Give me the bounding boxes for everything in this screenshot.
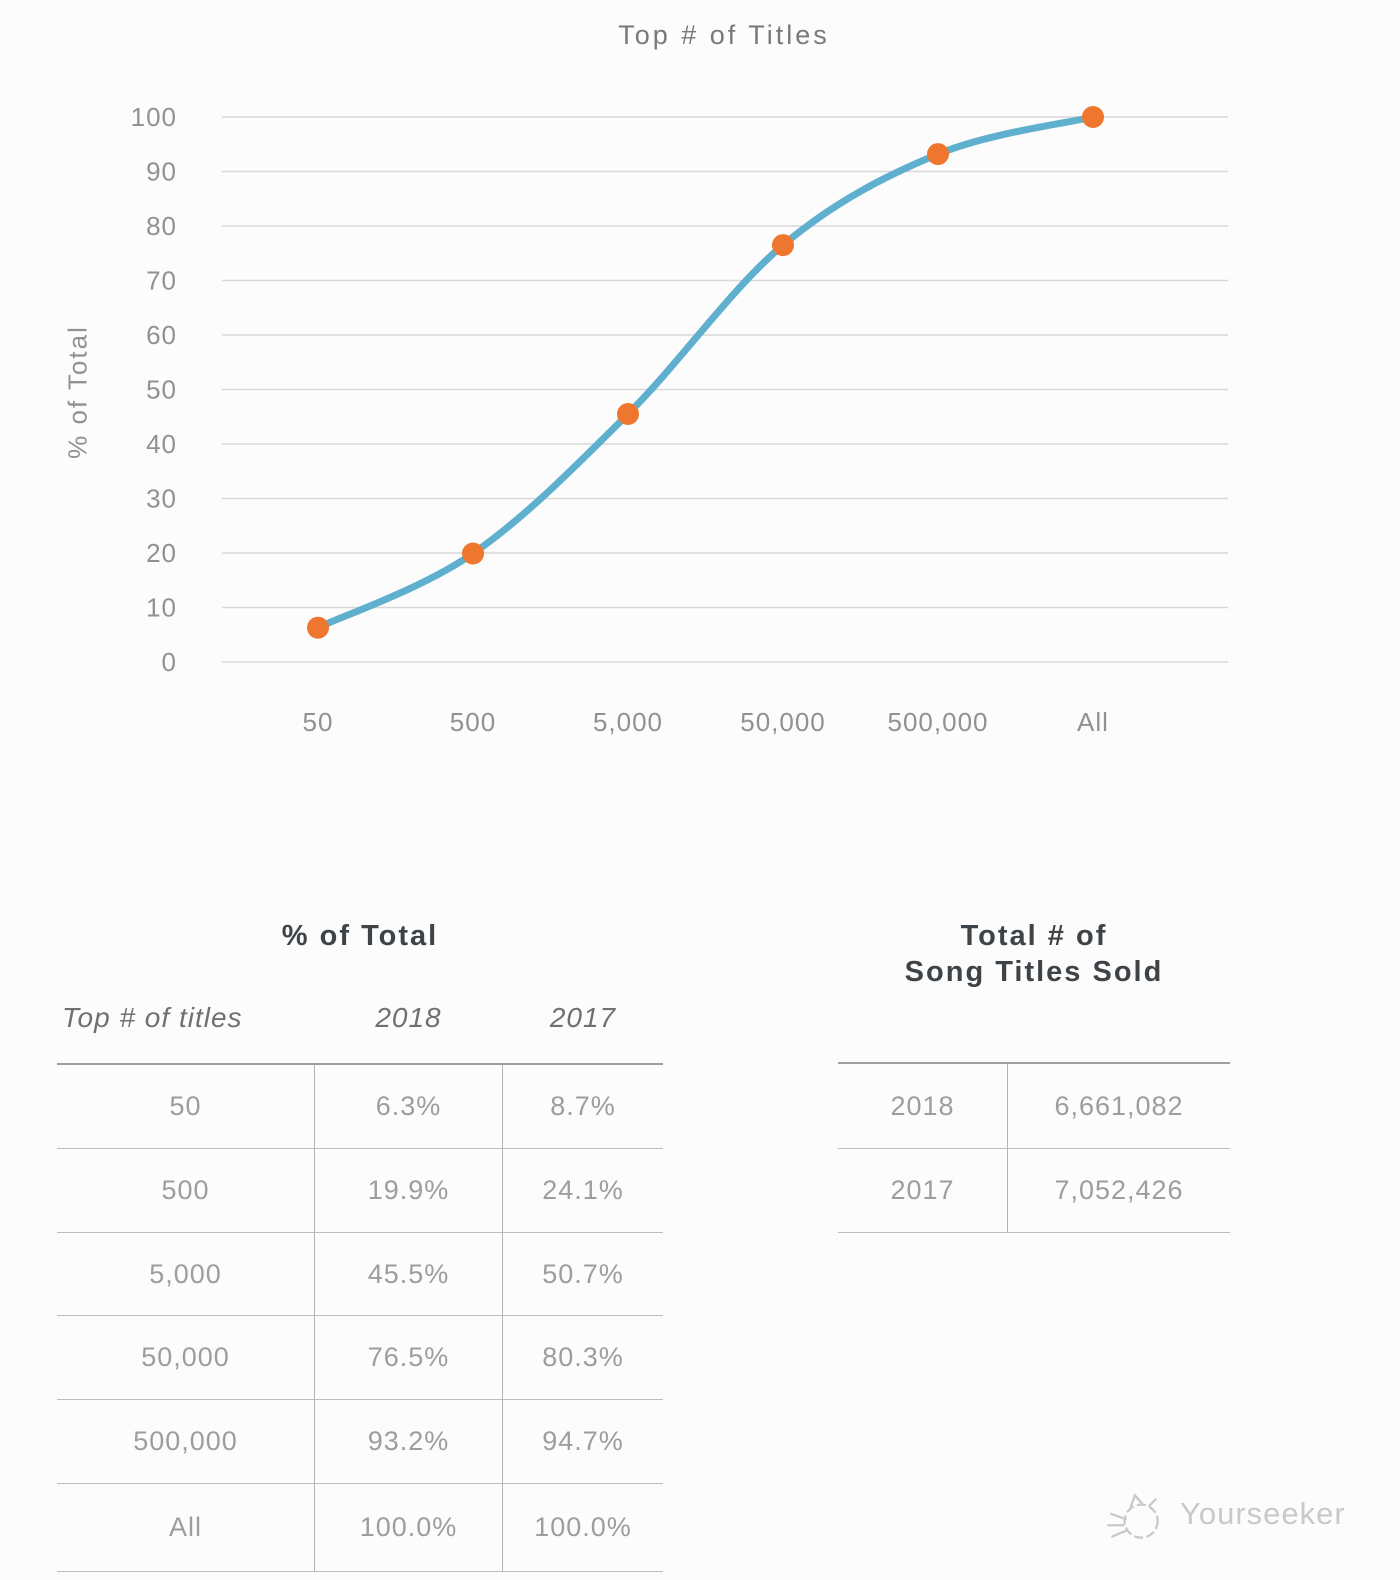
row-label-cell: All <box>57 1484 314 1572</box>
table-cell: 8.7% <box>503 1065 663 1149</box>
x-tick-label: 500 <box>450 707 496 737</box>
total-titles-sold-table: 2018 6,661,082 2017 7,052,426 <box>838 1062 1230 1233</box>
row-label-cell: 500 <box>57 1149 314 1233</box>
data-point-marker <box>307 616 329 639</box>
data-point-marker <box>772 234 794 257</box>
table-cell: 93.2% <box>314 1400 503 1484</box>
line-chart-canvas: 0 10 20 30 40 50 60 70 80 90 100 50 500 5,000 50,000 50… <box>131 102 1228 737</box>
column-header-2017: 2017 <box>549 1002 617 1033</box>
row-label-cell: 500,000 <box>57 1400 314 1484</box>
totals-table-title-line2: Song Titles Sold <box>904 956 1164 988</box>
totals-table-title: Total # of Song Titles Sold <box>838 918 1230 990</box>
table-cell: 45.5% <box>314 1233 503 1316</box>
x-tick-label: 50,000 <box>740 707 826 737</box>
table-cell: 6,661,082 <box>1007 1064 1230 1149</box>
table-cell: 76.5% <box>314 1316 503 1400</box>
data-point-marker <box>927 143 949 166</box>
column-header-top-titles: Top # of titles <box>62 1002 243 1033</box>
chart-title: Top # of Titles <box>618 20 830 50</box>
y-tick-label: 20 <box>146 538 177 568</box>
table-cell: 6.3% <box>314 1065 503 1149</box>
y-tick-label: 100 <box>131 102 177 132</box>
series-line <box>314 113 1097 632</box>
row-label-cell: 50,000 <box>57 1316 314 1400</box>
y-tick-label: 40 <box>146 429 177 459</box>
y-tick-label: 90 <box>146 157 177 187</box>
table-cell: 80.3% <box>503 1316 663 1400</box>
row-label-cell: 2017 <box>838 1149 1007 1233</box>
data-point-marker <box>1082 106 1104 128</box>
table-cell: 7,052,426 <box>1007 1149 1230 1233</box>
y-tick-label: 70 <box>146 266 177 296</box>
column-header-2018: 2018 <box>375 1002 442 1033</box>
table-cell: 19.9% <box>314 1149 503 1233</box>
x-tick-label: All <box>1077 707 1109 737</box>
y-tick-label: 50 <box>146 375 177 405</box>
y-tick-label: 30 <box>146 484 177 514</box>
x-tick-label: 50 <box>303 707 334 737</box>
y-tick-label: 80 <box>146 211 177 241</box>
table-cell: 100.0% <box>314 1484 503 1572</box>
y-tick-label: 60 <box>146 320 177 350</box>
percent-table-title: % of Total <box>281 920 439 952</box>
row-label-cell: 5,000 <box>57 1233 314 1316</box>
totals-table-title-line1: Total # of <box>960 920 1108 952</box>
table-cell: 94.7% <box>503 1400 663 1484</box>
table-cell: 24.1% <box>503 1149 663 1233</box>
watermark-label: Yourseeker <box>1180 1496 1346 1531</box>
data-point-marker <box>462 542 484 565</box>
y-tick-label: 0 <box>162 647 177 677</box>
data-point-marker <box>617 403 639 425</box>
percent-table-column-headers: Top # of titles 2018 2017 <box>57 1002 663 1042</box>
x-tick-label: 5,000 <box>593 707 663 737</box>
y-tick-label: 10 <box>146 593 177 623</box>
table-cell: 100.0% <box>503 1484 663 1572</box>
row-label-cell: 2018 <box>838 1064 1007 1149</box>
percent-of-total-table: 50 6.3% 8.7% 500 19.9% 24.1% 5,000 45.5%… <box>57 1063 663 1572</box>
table-cell: 50.7% <box>503 1233 663 1316</box>
cat-doodle-icon <box>1106 1493 1159 1539</box>
row-label-cell: 50 <box>57 1065 314 1149</box>
x-tick-label: 500,000 <box>888 707 989 737</box>
